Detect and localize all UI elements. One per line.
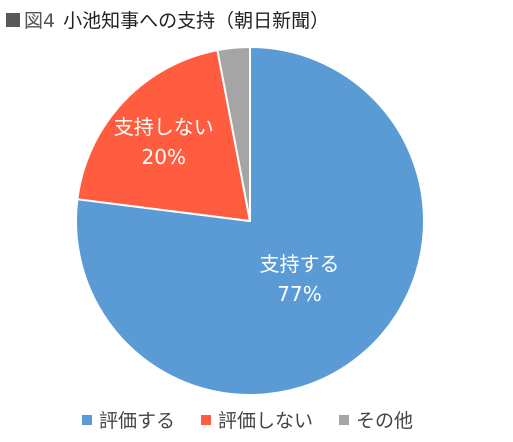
slice-percent-2: 20% <box>142 145 186 169</box>
title-square-icon <box>6 12 20 27</box>
figure-label: 図4 <box>24 10 56 32</box>
legend-swatch <box>201 414 212 425</box>
legend-item-sonota: その他 <box>339 406 413 433</box>
pie-slice-2 <box>76 49 251 222</box>
legend-item-hyoka-suru: 評価する <box>82 406 175 433</box>
slice-label-1: 支持する <box>259 252 339 276</box>
legend-label: その他 <box>356 410 414 432</box>
legend-swatch <box>82 414 92 425</box>
slice-label-2: 支持しない <box>114 115 214 139</box>
chart-title: 図4 小池知事への支持（朝日新聞） <box>6 6 329 33</box>
legend-item-hyoka-shinai: 評価しない <box>201 406 313 433</box>
slice-percent-1: 77% <box>277 282 321 306</box>
title-text: 小池知事への支持（朝日新聞） <box>63 10 330 32</box>
pie-slice-3 <box>216 46 251 222</box>
legend: 評価する 評価しない その他 <box>82 406 413 433</box>
legend-swatch <box>339 414 350 425</box>
legend-label: 評価しない <box>218 410 314 432</box>
legend-label: 評価する <box>99 410 176 432</box>
